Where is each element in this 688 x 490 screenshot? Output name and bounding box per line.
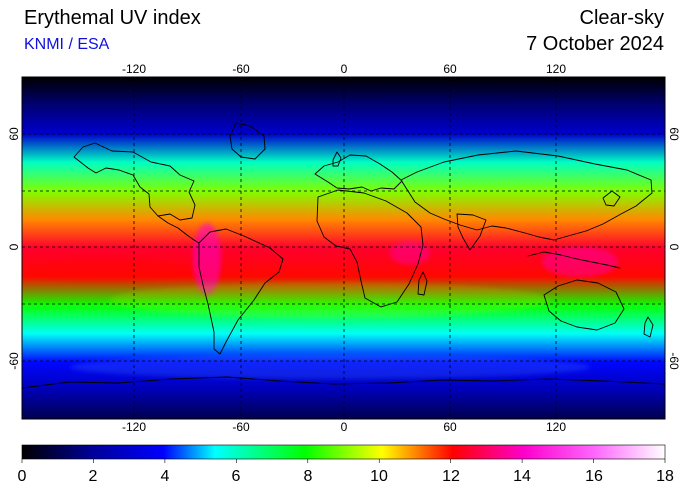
coastline-madagascar bbox=[417, 271, 428, 296]
lat-tick-right-60: 60 bbox=[667, 127, 681, 141]
coastline-india bbox=[456, 213, 487, 251]
colorbar-label-10: 10 bbox=[370, 468, 388, 485]
uv-hotspot-pacific bbox=[542, 247, 618, 277]
map-credit: KNMI / ESA bbox=[24, 36, 110, 53]
colorbar-label-18: 18 bbox=[656, 468, 674, 485]
lat-tick-left-0: 0 bbox=[7, 243, 21, 250]
coastlines bbox=[22, 122, 665, 389]
lon-tick-bottom-120: 120 bbox=[546, 420, 566, 434]
longitude-ticks-bottom: -120 -60 0 60 120 bbox=[122, 420, 566, 434]
map-date: 7 October 2024 bbox=[526, 33, 664, 55]
uv-hotspot-africa bbox=[390, 241, 430, 265]
graticule bbox=[22, 77, 665, 419]
coastline-new-zealand bbox=[643, 316, 654, 338]
uv-hotspot-andes bbox=[193, 223, 221, 295]
coastline-europe bbox=[314, 154, 403, 192]
coastline-north-america bbox=[73, 142, 196, 221]
coastline-uk bbox=[332, 151, 342, 167]
coastline-asia bbox=[400, 150, 653, 241]
uv-band-tropical-east bbox=[30, 258, 190, 282]
colorbar-label-8: 8 bbox=[304, 468, 313, 485]
colorbar-ramp bbox=[21, 444, 666, 460]
colorbar-label-16: 16 bbox=[585, 468, 603, 485]
colorbar-label-6: 6 bbox=[232, 468, 241, 485]
lat-tick-left-60: 60 bbox=[7, 127, 21, 141]
coastline-greenland bbox=[229, 122, 266, 160]
colorbar-label-4: 4 bbox=[161, 468, 170, 485]
map-frame bbox=[21, 76, 666, 420]
coastline-central-america bbox=[157, 215, 200, 244]
lat-tick-right-0: 0 bbox=[667, 244, 681, 251]
coastline-africa bbox=[316, 189, 424, 308]
colorbar: 0 2 4 6 8 10 12 14 16 18 bbox=[18, 444, 674, 485]
map-panel bbox=[21, 76, 666, 420]
latitude-ticks-right: 60 0 -60 bbox=[667, 127, 681, 370]
coastline-japan bbox=[602, 190, 621, 207]
colorbar-label-12: 12 bbox=[442, 468, 460, 485]
uv-band-subtropical-south bbox=[110, 282, 550, 318]
lon-tick-top-minus-60: -60 bbox=[232, 62, 250, 76]
colorbar-tick-marks bbox=[21, 459, 666, 463]
latitude-ticks-left: 60 0 -60 bbox=[7, 127, 21, 370]
coastline-antarctica bbox=[22, 376, 665, 389]
coastline-australia bbox=[543, 279, 625, 331]
lat-tick-right-minus-60: -60 bbox=[667, 352, 681, 370]
uv-band-southern-ocean bbox=[70, 355, 590, 379]
lon-tick-top-60: 60 bbox=[443, 62, 457, 76]
coastline-sea-islands bbox=[527, 251, 621, 269]
lon-tick-top-0: 0 bbox=[341, 62, 348, 76]
colorbar-label-14: 14 bbox=[513, 468, 531, 485]
sky-condition: Clear-sky bbox=[579, 7, 664, 29]
colorbar-labels: 0 2 4 6 8 10 12 14 16 18 bbox=[18, 468, 674, 485]
lon-tick-top-120: 120 bbox=[546, 62, 566, 76]
lon-tick-bottom-0: 0 bbox=[341, 420, 348, 434]
lon-tick-top-minus-120: -120 bbox=[122, 62, 146, 76]
lat-tick-left-minus-60: -60 bbox=[7, 352, 21, 370]
lon-tick-bottom-minus-120: -120 bbox=[122, 420, 146, 434]
lon-tick-bottom-60: 60 bbox=[443, 420, 457, 434]
map-title: Erythemal UV index bbox=[24, 7, 201, 29]
colorbar-label-2: 2 bbox=[89, 468, 98, 485]
lon-tick-bottom-minus-60: -60 bbox=[232, 420, 250, 434]
colorbar-label-0: 0 bbox=[18, 468, 27, 485]
longitude-ticks-top: -120 -60 0 60 120 bbox=[122, 62, 566, 76]
